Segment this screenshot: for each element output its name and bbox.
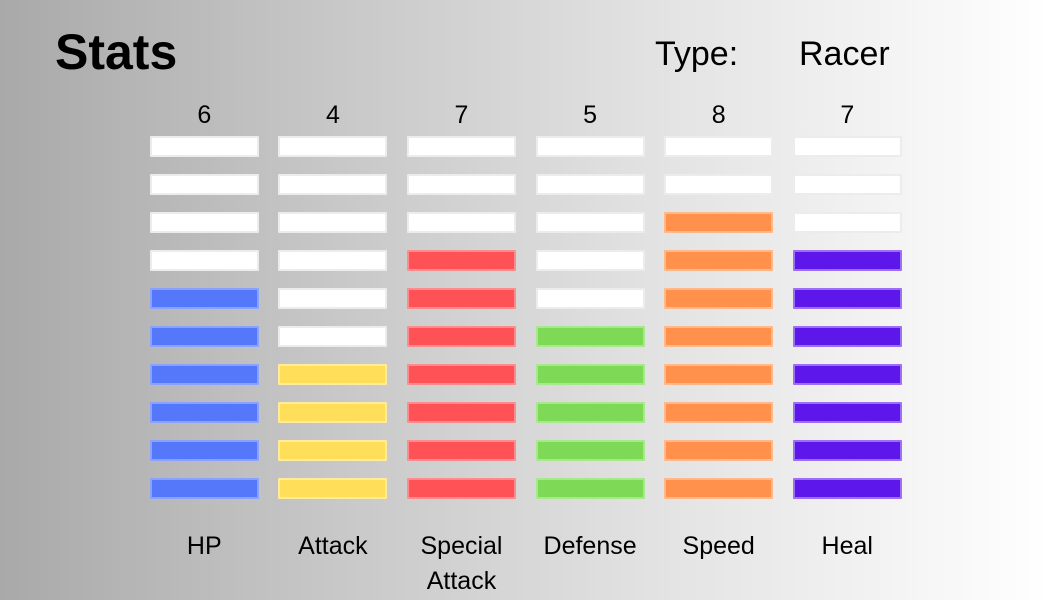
stat-segment-empty [149, 174, 259, 195]
stat-column-defense: 5 Defense [526, 98, 655, 599]
stat-segment-empty [535, 288, 645, 309]
stat-segment-filled [664, 478, 774, 499]
stat-segment-filled [406, 402, 516, 423]
stat-segment-filled [792, 440, 902, 461]
stat-segment-empty [535, 250, 645, 271]
stat-segment-filled [535, 440, 645, 461]
stat-segment-filled [149, 364, 259, 385]
stat-segment-filled [792, 364, 902, 385]
stat-segment-empty [406, 212, 516, 233]
stat-segment-empty [278, 136, 388, 157]
stat-segment-filled [149, 326, 259, 347]
stat-label-heal: Heal [821, 532, 873, 560]
stat-segment-filled [278, 402, 388, 423]
stat-segment-filled [792, 326, 902, 347]
stat-segment-filled [149, 440, 259, 461]
stat-bars-speed [664, 136, 774, 516]
stat-segment-filled [792, 288, 902, 309]
stat-label-hp: HP [186, 532, 222, 560]
stat-segment-filled [406, 440, 516, 461]
stat-segment-empty [535, 136, 645, 157]
stat-column-heal: 7 Heal [783, 98, 912, 599]
stat-segment-filled [406, 288, 516, 309]
stat-label-defense: Defense [543, 532, 637, 560]
stat-segment-empty [278, 250, 388, 271]
stat-segment-filled [406, 326, 516, 347]
stat-segment-empty [149, 136, 259, 157]
stat-segment-filled [278, 364, 388, 385]
stat-segment-filled [664, 250, 774, 271]
stat-segment-filled [535, 402, 645, 423]
type-value: Racer [799, 35, 890, 73]
stat-segment-empty [149, 212, 259, 233]
stat-segment-empty [664, 174, 774, 195]
stat-bars-heal [792, 136, 902, 516]
stat-value-attack: 4 [325, 101, 340, 129]
stat-segment-filled [406, 364, 516, 385]
stat-value-defense: 5 [583, 101, 598, 129]
stat-segment-empty [278, 288, 388, 309]
stat-label-special-attack: Special Attack [420, 532, 503, 595]
stat-bars-defense [535, 136, 645, 516]
stat-segment-filled [149, 288, 259, 309]
stat-value-special-attack: 7 [454, 101, 469, 129]
stat-segment-filled [792, 402, 902, 423]
stat-segment-filled [278, 478, 388, 499]
stat-segment-filled [792, 250, 902, 271]
stat-segment-empty [149, 250, 259, 271]
stat-segment-filled [406, 250, 516, 271]
stat-bars-hp [149, 136, 259, 516]
stat-segment-filled [664, 402, 774, 423]
stat-label-speed: Speed [682, 532, 755, 560]
stat-segment-empty [792, 212, 902, 233]
stat-column-speed: 8 Speed [654, 98, 783, 599]
stat-segment-filled [664, 364, 774, 385]
stat-segment-filled [664, 288, 774, 309]
stat-value-heal: 7 [840, 101, 855, 129]
stat-segment-empty [535, 174, 645, 195]
stat-segment-empty [278, 212, 388, 233]
stat-segment-empty [406, 136, 516, 157]
stat-segment-filled [535, 364, 645, 385]
stat-segment-empty [792, 174, 902, 195]
stat-bars-special-attack [406, 136, 516, 516]
stat-segment-filled [664, 326, 774, 347]
page-title: Stats [55, 24, 178, 80]
stat-segment-empty [278, 326, 388, 347]
stat-column-attack: 4 Attack [269, 98, 398, 599]
type-label: Type: [655, 35, 739, 73]
stats-panel: 6 HP 4 Attack 7 Special Attack 5 Defense … [140, 98, 912, 599]
stat-segment-filled [406, 478, 516, 499]
stat-segment-filled [149, 478, 259, 499]
stat-column-special-attack: 7 Special Attack [397, 98, 526, 599]
stat-segment-empty [406, 174, 516, 195]
stat-segment-filled [664, 440, 774, 461]
stat-segment-filled [664, 212, 774, 233]
stat-column-hp: 6 HP [140, 98, 269, 599]
stat-segment-empty [664, 136, 774, 157]
stat-segment-filled [792, 478, 902, 499]
stat-segment-empty [535, 212, 645, 233]
stat-bars-attack [278, 136, 388, 516]
stat-label-attack: Attack [298, 532, 368, 560]
stat-segment-empty [278, 174, 388, 195]
stat-value-hp: 6 [197, 101, 212, 129]
stat-segment-filled [278, 440, 388, 461]
stat-segment-filled [535, 326, 645, 347]
stat-segment-empty [792, 136, 902, 157]
stat-segment-filled [149, 402, 259, 423]
stat-segment-filled [535, 478, 645, 499]
stat-value-speed: 8 [711, 101, 726, 129]
